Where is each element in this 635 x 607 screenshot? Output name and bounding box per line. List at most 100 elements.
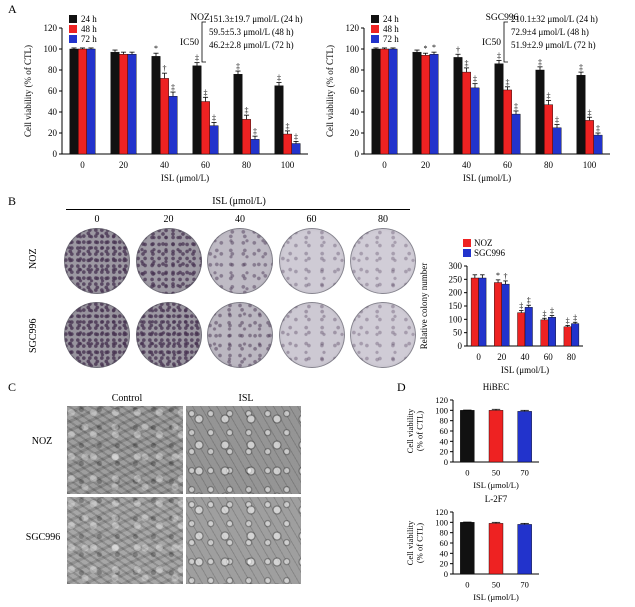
y-tick-label: 60 <box>48 86 58 96</box>
legend-label: 24 h <box>81 14 97 24</box>
y-tick-label: 40 <box>48 107 58 117</box>
bar <box>544 104 553 155</box>
bar <box>511 113 521 155</box>
bar <box>274 85 284 155</box>
bar <box>535 69 545 155</box>
x-tick-label: 80 <box>242 160 252 170</box>
bar <box>593 134 603 155</box>
y-axis-label: Relative colony number <box>419 263 429 349</box>
chart-title: SGC996 <box>486 13 519 23</box>
colony-dish <box>278 302 345 368</box>
legend-label: 24 h <box>383 14 399 24</box>
legend-swatch <box>371 15 379 23</box>
x-tick-label: 60 <box>544 352 554 362</box>
significance-mark: ‡ <box>588 108 592 117</box>
significance-mark: ‡ <box>579 63 583 72</box>
bar <box>540 319 549 347</box>
bar <box>78 48 87 155</box>
bar <box>517 411 532 463</box>
y-tick-label: 40 <box>440 548 449 558</box>
y-tick-label: 0 <box>458 341 463 351</box>
y-axis-label-line: Cell viability <box>405 520 415 565</box>
y-tick-label: 120 <box>435 507 448 517</box>
significance-mark: ‡ <box>212 114 216 123</box>
micrograph-header: Control ISL <box>58 393 298 405</box>
legend-swatch <box>69 35 77 43</box>
colony-dish <box>207 302 273 368</box>
bar <box>371 48 381 155</box>
significance-mark: ‡ <box>547 91 551 100</box>
legend-label: NOZ <box>474 238 493 248</box>
significance-mark: * <box>424 44 428 53</box>
colony-dish <box>350 302 416 368</box>
x-tick-label: 40 <box>521 352 531 362</box>
bar <box>69 48 79 155</box>
bar <box>168 96 178 155</box>
bar <box>380 48 389 155</box>
significance-mark: ‡ <box>538 58 542 67</box>
significance-mark: ‡ <box>573 313 577 322</box>
significance-mark: ‡ <box>195 54 199 63</box>
micro-row-sgc996: SGC996 <box>25 532 61 543</box>
bar <box>501 283 510 347</box>
y-tick-label: 0 <box>355 149 360 159</box>
significance-mark: ‡ <box>204 88 208 97</box>
y-axis-label: Cell viability(% of CTL) <box>405 408 425 453</box>
legend-swatch <box>69 15 77 23</box>
y-axis-label: Cell viability (% of CTL) <box>325 45 335 137</box>
bar <box>576 75 586 155</box>
x-tick-label: 60 <box>201 160 211 170</box>
bar <box>470 87 480 155</box>
bar <box>233 73 243 155</box>
x-tick-label: 60 <box>503 160 513 170</box>
legend-swatch <box>371 35 379 43</box>
significance-mark: ‡ <box>542 309 546 318</box>
bar <box>460 410 475 463</box>
significance-mark: ‡ <box>465 59 469 68</box>
bar <box>209 125 219 155</box>
dish-conc-label: 60 <box>306 214 317 225</box>
x-tick-label: 40 <box>462 160 472 170</box>
ic50-value: 59.5±5.3 μmol/L (48 h) <box>209 27 294 37</box>
panel-letter-b: B <box>8 194 17 208</box>
panel-letter-a: A <box>8 2 17 16</box>
colony-dish <box>207 228 273 294</box>
x-axis-label: ISL (μmol/L) <box>473 480 519 490</box>
x-axis-label: ISL (μmol/L) <box>501 365 549 375</box>
colony-dishes: 0 20 40 60 80 NOZ SGC996 <box>18 214 418 374</box>
y-tick-label: 80 <box>48 65 58 75</box>
legend-label: 48 h <box>81 24 97 34</box>
micro-col-isl: ISL <box>238 393 254 404</box>
x-tick-label: 20 <box>497 352 507 362</box>
significance-mark: ‡ <box>506 78 510 87</box>
bar <box>503 89 512 155</box>
bar <box>110 51 120 155</box>
y-tick-label: 150 <box>449 301 463 311</box>
y-axis-label: Cell viability (% of CTL) <box>23 45 33 137</box>
x-tick-label: 100 <box>583 160 597 170</box>
y-tick-label: 200 <box>449 288 463 298</box>
x-tick-label: 0 <box>80 160 85 170</box>
bar <box>283 133 292 155</box>
viability-chart-noz: 0 20 40 60 80 100 120 Cell viability (% of CTL)… <box>23 13 308 183</box>
y-tick-label: 100 <box>346 44 360 54</box>
dish-row-label: SGC996 <box>28 318 39 353</box>
y-tick-label: 80 <box>440 528 449 538</box>
legend-label: SGC996 <box>474 248 506 258</box>
y-tick-label: 80 <box>440 416 449 426</box>
legend-label: 48 h <box>383 24 399 34</box>
significance-mark: ‡ <box>294 132 298 141</box>
micrograph-sgc996-isl <box>186 497 301 584</box>
bar <box>429 54 439 155</box>
x-tick-label: 70 <box>520 468 529 478</box>
y-tick-label: 300 <box>449 261 463 271</box>
bar <box>127 54 137 155</box>
significance-mark: ‡ <box>566 316 570 325</box>
significance-mark: † <box>504 272 508 281</box>
x-axis-label: ISL (μmol/L) <box>161 173 209 183</box>
panel-letter-d: D <box>397 380 406 394</box>
bar <box>412 51 422 155</box>
x-axis-label: ISL (μmol/L) <box>463 173 511 183</box>
significance-mark: * <box>496 271 500 280</box>
colony-header-line <box>66 209 410 210</box>
